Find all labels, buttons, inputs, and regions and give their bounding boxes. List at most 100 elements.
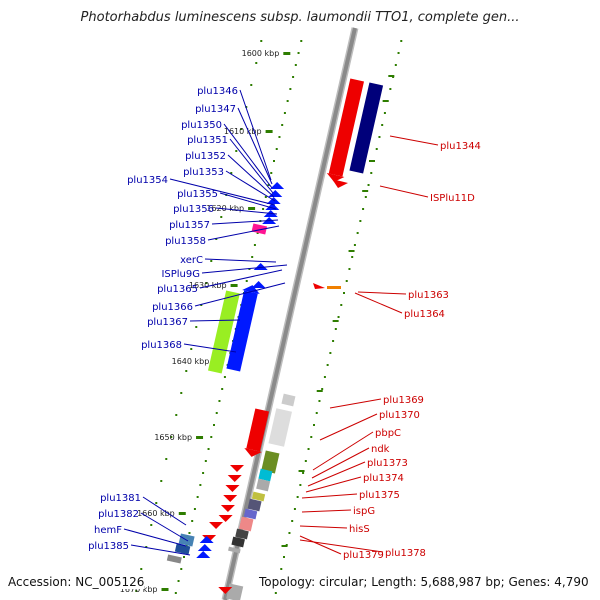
guide-dot — [302, 472, 305, 474]
guide-dot — [223, 376, 226, 378]
gene-label-left: plu1356 — [173, 204, 214, 215]
gene-ispg-body — [243, 508, 258, 520]
guide-dot — [253, 244, 256, 246]
tick-dash — [348, 250, 355, 252]
guide-dots — [135, 40, 263, 592]
tick-label: 1650 kbp — [154, 433, 192, 442]
leader-line — [194, 282, 286, 307]
guide-dot — [218, 400, 221, 402]
guide-dot — [383, 112, 386, 114]
gene-red-chevron — [223, 495, 238, 502]
guide-dot — [348, 268, 351, 270]
gene-grey-a — [281, 393, 296, 407]
guide-dot — [199, 484, 202, 486]
gene-plu1368-body — [207, 290, 240, 374]
leader-line — [301, 493, 358, 499]
gene-olive-body — [261, 450, 280, 474]
guide-dot — [326, 364, 329, 366]
gene-label-left: plu1347 — [195, 104, 236, 115]
gene-isplu11d — [349, 82, 384, 174]
guide-dot — [273, 160, 275, 162]
leader-line — [201, 264, 288, 274]
leader-line — [299, 535, 342, 555]
gene-label-left: xerC — [180, 255, 203, 266]
tick-label: 1640 kbp — [172, 357, 210, 366]
guide-dot — [345, 280, 348, 282]
gene-label-right: ispG — [353, 506, 375, 517]
tick-label: 1630 kbp — [189, 281, 227, 290]
gene-label-right: plu1373 — [367, 458, 408, 469]
guide-dot — [389, 88, 392, 90]
guide-dot — [288, 532, 291, 534]
guide-dot — [394, 64, 397, 66]
guide-dot — [210, 260, 213, 262]
guide-dot — [213, 424, 215, 426]
gene-grey-c — [256, 478, 271, 492]
guide-dot — [334, 328, 337, 330]
leader-line — [305, 476, 362, 493]
guide-dot — [300, 40, 303, 42]
guide-dot — [202, 472, 205, 474]
gene-isplu9g — [251, 281, 266, 288]
guide-dot — [289, 88, 292, 90]
gene-label-left: plu1353 — [183, 167, 224, 178]
guide-dot — [174, 592, 177, 594]
guide-dot — [293, 508, 296, 510]
guide-dot — [340, 304, 343, 306]
gene-label-right: plu1369 — [383, 395, 424, 406]
gene-label-left: plu1350 — [181, 120, 222, 131]
guide-dot — [250, 84, 253, 86]
guide-dot — [256, 232, 259, 234]
leader-line — [169, 178, 276, 206]
topology-label: Topology: circular; Length: 5,688,987 bp… — [259, 575, 589, 589]
guide-dot — [188, 532, 191, 534]
leader-line — [237, 107, 273, 185]
guide-dot — [230, 172, 233, 174]
tick-mark — [248, 207, 256, 210]
guide-dot — [329, 352, 332, 354]
guide-dot — [296, 496, 299, 498]
leader-line — [312, 431, 374, 471]
leader-line — [140, 512, 189, 542]
guide-dot — [170, 436, 173, 438]
guide-dot — [321, 388, 324, 390]
gene-blue-chevron-low — [199, 536, 214, 543]
guide-dot — [313, 424, 315, 426]
gene-label-left: plu1346 — [197, 86, 238, 97]
gene-grey-b-body — [268, 408, 292, 447]
guide-dot — [245, 280, 248, 282]
tick-label: 1660 kbp — [137, 509, 175, 518]
leader-line — [204, 258, 277, 263]
gene-label-left: plu1366 — [152, 302, 193, 313]
gene-plu1370 — [244, 408, 270, 457]
gene-red-chevron — [218, 515, 233, 522]
gene-label-right: plu1374 — [363, 473, 404, 484]
leader-line — [311, 447, 370, 479]
leader-line — [229, 138, 274, 194]
guide-dot — [270, 172, 273, 174]
gene-label-left: ISPlu9G — [161, 269, 200, 280]
gene-blue-chevron — [265, 203, 280, 210]
leader-line — [301, 509, 352, 513]
gene-isplu11d-body — [349, 82, 384, 174]
leader-line — [239, 89, 272, 181]
guide-dot — [315, 412, 318, 414]
leader-line — [329, 398, 382, 409]
gene-plu1363 — [313, 283, 325, 289]
guide-dot — [165, 458, 168, 460]
gene-label-right: plu1364 — [404, 309, 445, 320]
gene-hiss-body — [239, 516, 254, 532]
tick-dash — [382, 100, 389, 102]
gene-plu1378-body — [231, 536, 245, 548]
gene-red-c2 — [209, 522, 224, 529]
gene-plu1385 — [166, 554, 182, 564]
gene-blue-chevron-low — [196, 551, 211, 558]
tick-dash — [388, 75, 395, 77]
gene-label-left: plu1385 — [88, 541, 129, 552]
leader-line — [299, 525, 348, 529]
leader-line — [319, 413, 378, 441]
gene-label-right: plu1370 — [379, 410, 420, 421]
tick-mark — [178, 512, 186, 515]
